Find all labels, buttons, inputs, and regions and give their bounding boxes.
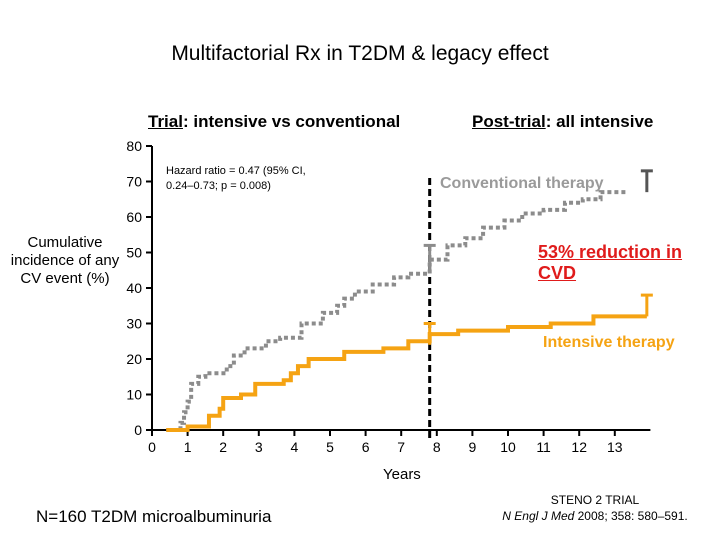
x-tick-label: 8 xyxy=(433,439,441,455)
x-tick-label: 12 xyxy=(571,439,587,455)
y-tick-label: 20 xyxy=(126,351,142,367)
y-tick-label: 80 xyxy=(126,138,142,154)
intensive-therapy-label: Intensive therapy xyxy=(543,334,675,351)
x-tick-label: 9 xyxy=(469,439,477,455)
x-tick-label: 0 xyxy=(148,439,156,455)
x-tick-label: 7 xyxy=(397,439,405,455)
reference-journal-line: N Engl J Med 2008; 358: 580–591. xyxy=(470,508,720,524)
y-tick-label: 40 xyxy=(126,280,142,296)
subtitle-post-trial-keyword: Post-trial xyxy=(472,112,546,131)
y-tick-label: 10 xyxy=(126,387,142,403)
y-tick-label: 50 xyxy=(126,245,142,261)
reduction-annotation: 53% reduction in CVD xyxy=(538,242,683,283)
reference-trial-name: STENO 2 TRIAL xyxy=(550,493,640,507)
study-population-note: N=160 T2DM microalbuminuria xyxy=(36,507,272,526)
x-tick-label: 13 xyxy=(607,439,623,455)
x-tick-label: 10 xyxy=(500,439,516,455)
x-tick-label: 5 xyxy=(326,439,334,455)
subtitle-trial-rest: : intensive vs conventional xyxy=(182,112,401,131)
x-tick-label: 6 xyxy=(362,439,370,455)
x-tick-label: 11 xyxy=(536,439,551,455)
y-tick-label: 30 xyxy=(126,316,142,332)
y-tick-label: 0 xyxy=(134,422,142,438)
hazard-ratio-note: Hazard ratio = 0.47 (95% CI, 0.24–0.73; … xyxy=(166,165,306,192)
conventional-therapy-curve xyxy=(166,190,626,432)
x-tick-label: 4 xyxy=(291,439,299,455)
x-tick-label: 3 xyxy=(255,439,263,455)
intensive-therapy-curve xyxy=(166,314,647,432)
y-axis-label: Cumulative incidence of any CV event (%) xyxy=(10,234,120,287)
slide-title: Multifactorial Rx in T2DM & legacy effec… xyxy=(171,42,549,65)
y-tick-label: 70 xyxy=(126,174,142,190)
reference-journal: N Engl J Med xyxy=(502,509,575,523)
subtitle-post-trial-rest: : all intensive xyxy=(545,112,654,131)
x-axis-label: Years xyxy=(383,466,421,483)
reference-volume: 2008; 358: 580–591. xyxy=(574,509,688,523)
x-tick-label: 2 xyxy=(219,439,227,455)
reference-citation: STENO 2 TRIAL N Engl J Med 2008; 358: 58… xyxy=(470,492,720,524)
x-tick-label: 1 xyxy=(184,439,192,455)
subtitle-post-trial: Post-trial: all intensive xyxy=(472,112,653,132)
subtitle-trial-keyword: Trial xyxy=(148,112,183,131)
y-tick-label: 60 xyxy=(126,209,142,225)
subtitle-trial: Trial: intensive vs conventional xyxy=(148,112,400,132)
conventional-therapy-label: Conventional therapy xyxy=(440,175,604,192)
